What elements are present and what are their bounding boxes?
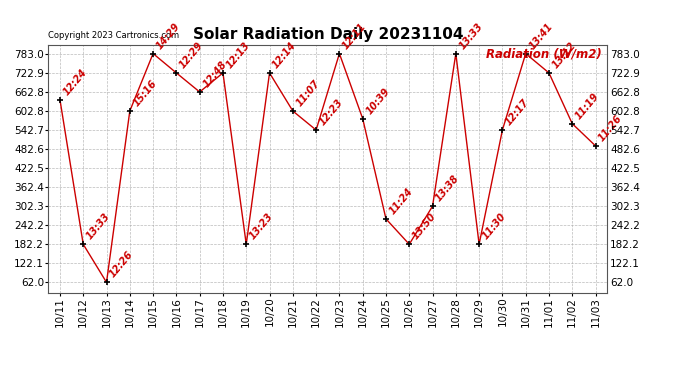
Text: Copyright 2023 Cartronics.com: Copyright 2023 Cartronics.com <box>48 31 179 40</box>
Text: 12:23: 12:23 <box>317 97 345 127</box>
Text: 11:30: 11:30 <box>480 211 508 242</box>
Text: 12:13: 12:13 <box>224 40 252 70</box>
Title: Solar Radiation Daily 20231104: Solar Radiation Daily 20231104 <box>193 27 463 42</box>
Text: 12:17: 12:17 <box>504 97 531 127</box>
Text: 12:24: 12:24 <box>61 67 89 97</box>
Text: 11:24: 11:24 <box>387 186 415 216</box>
Text: 10:39: 10:39 <box>364 86 392 116</box>
Text: Radiation (W/m2): Radiation (W/m2) <box>486 48 602 60</box>
Text: 12:26: 12:26 <box>108 249 135 280</box>
Text: 12:14: 12:14 <box>271 40 299 70</box>
Text: 11:07: 11:07 <box>294 78 322 108</box>
Text: 11:26: 11:26 <box>597 113 624 143</box>
Text: 15:16: 15:16 <box>131 78 159 108</box>
Text: 12:11: 12:11 <box>341 21 368 51</box>
Text: 13:41: 13:41 <box>527 21 555 51</box>
Text: 13:23: 13:23 <box>248 211 275 242</box>
Text: 12:48: 12:48 <box>201 59 228 89</box>
Text: 13:12: 13:12 <box>551 40 578 70</box>
Text: 13:33: 13:33 <box>85 211 112 242</box>
Text: 13:38: 13:38 <box>434 173 462 203</box>
Text: 13:50: 13:50 <box>411 211 438 242</box>
Text: 14:29: 14:29 <box>155 21 182 51</box>
Text: 12:29: 12:29 <box>178 40 206 70</box>
Text: 13:33: 13:33 <box>457 21 485 51</box>
Text: 11:19: 11:19 <box>573 91 601 121</box>
